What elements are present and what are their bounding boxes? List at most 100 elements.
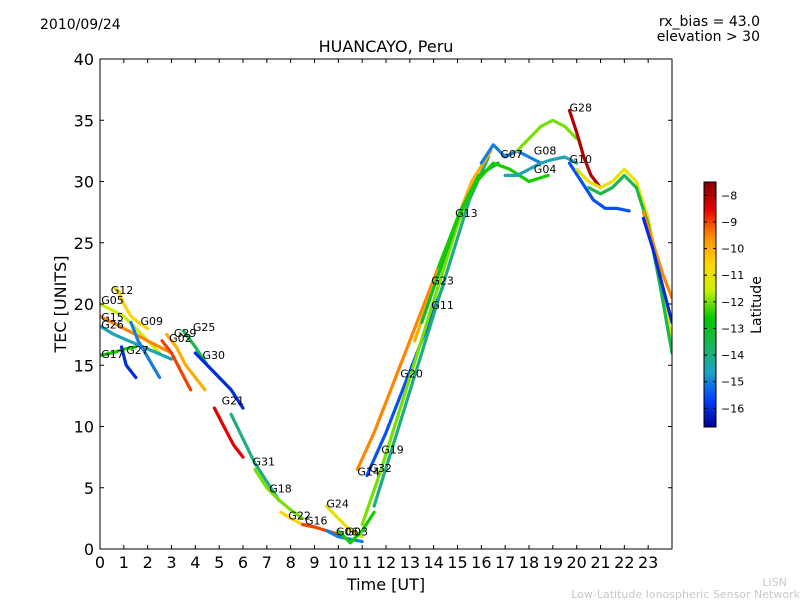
x-tick-label: 4: [190, 553, 200, 572]
x-tick-label: 9: [309, 553, 319, 572]
series-label-g09: G09: [141, 315, 164, 328]
x-tick-label: 0: [95, 553, 105, 572]
series-line-g13: [436, 161, 550, 269]
x-tick-label: 2: [143, 553, 153, 572]
series-line-g03: [336, 510, 376, 545]
colorbar-gradient: [703, 181, 717, 428]
series-label-g03: G03: [346, 526, 369, 539]
y-tick-label: 15: [74, 356, 94, 375]
colorbar-label: Latitude: [749, 276, 765, 334]
x-tick-label: 14: [423, 553, 443, 572]
x-tick-label: 8: [286, 553, 296, 572]
series-line-g14: [355, 247, 448, 471]
series-label-g31: G31: [253, 456, 276, 469]
series-label-g14: G14: [357, 466, 380, 479]
series-label-g21: G21: [222, 394, 245, 407]
series-line-g17: [100, 345, 138, 357]
x-tick-label: 12: [376, 553, 396, 572]
series-line-g07: [479, 143, 543, 165]
x-tick-label: 10: [328, 553, 348, 572]
series-label-g18: G18: [269, 483, 292, 496]
series-line-g28: [567, 108, 603, 190]
x-tick-label: 7: [262, 553, 272, 572]
chart-title: HUANCAYO, Peru: [318, 37, 454, 56]
series-label-g07: G07: [500, 148, 523, 161]
series-label-g06: G06: [336, 526, 359, 539]
series-line-unlabeled-32: [586, 173, 672, 355]
series-label-g11: G11: [431, 299, 454, 312]
series-line-g30: [193, 351, 245, 410]
x-tick-label: 6: [238, 553, 248, 572]
x-tick-label: 16: [471, 553, 491, 572]
series-label-g24: G24: [326, 497, 349, 510]
series-label-g28: G28: [570, 102, 593, 115]
x-tick-label: 18: [519, 553, 539, 572]
series-label-g15: G15: [101, 311, 124, 324]
x-tick-label: 22: [614, 553, 634, 572]
x-tick-label: 13: [400, 553, 420, 572]
series-label-g16: G16: [305, 515, 328, 528]
y-tick-label: 25: [74, 234, 94, 253]
series-line-unlabeled-33: [641, 210, 672, 300]
x-tick-label: 21: [590, 553, 610, 572]
series-label-g19: G19: [381, 443, 404, 456]
x-tick-label: 5: [214, 553, 224, 572]
series-line-g31: [229, 412, 281, 502]
y-tick-label: 5: [84, 479, 94, 498]
series-line-g10: [567, 161, 631, 213]
colorbar-tick-label: −8: [721, 189, 737, 202]
series-label-g05: G05: [101, 294, 124, 307]
series-layer: [100, 108, 672, 545]
series-line-g04: [503, 155, 579, 177]
series-line-g32: [365, 284, 445, 478]
colorbar-tick-label: −13: [721, 322, 744, 335]
colorbar: −8 −9 −10 −11 −12 −13 −14 −15 −16: [703, 181, 744, 428]
colorbar-tick-label: −15: [721, 376, 744, 389]
colorbar-tick-label: −12: [721, 296, 744, 309]
series-label-g20: G20: [400, 368, 423, 381]
y-tick-label: 20: [74, 295, 94, 314]
x-tick-label: 1: [119, 553, 129, 572]
series-label-g32: G32: [369, 462, 392, 475]
x-tick-label: 19: [543, 553, 563, 572]
x-tick-label: 3: [166, 553, 176, 572]
series-line-g21: [212, 406, 245, 459]
series-label-g13: G13: [455, 207, 478, 220]
watermark-lisn: LISN: [762, 576, 787, 589]
series-label-g08: G08: [534, 145, 557, 158]
x-tick-label: 20: [566, 553, 586, 572]
series-line-g26: [100, 324, 174, 361]
x-tick-label: 15: [447, 553, 467, 572]
series-label-g26: G26: [101, 319, 124, 332]
colorbar-tick-label: −9: [721, 216, 737, 229]
plot-frame: [99, 58, 673, 550]
x-tick-label: 17: [495, 553, 515, 572]
y-tick-label: 40: [74, 50, 94, 69]
y-tick-label: 30: [74, 173, 94, 192]
series-label-g25: G25: [193, 321, 216, 334]
series-label-g12: G12: [111, 284, 134, 297]
series-label-g29: G29: [174, 327, 197, 340]
x-tick-label: 11: [352, 553, 372, 572]
series-line-g24: [324, 504, 364, 539]
series-label-g02: G02: [169, 332, 192, 345]
y-tick-label: 0: [84, 540, 94, 559]
series-label-g30: G30: [203, 349, 226, 362]
series-line-g02: [160, 339, 193, 392]
series-line-g20: [372, 155, 491, 508]
colorbar-tick-label: −14: [721, 349, 744, 362]
y-tick-label: 10: [74, 418, 94, 437]
axis-layer: 0 1 2 3 4 5 6 7 8 9 10 11 12 13 14 15 16 17 18 19 20 21 22 2305…: [74, 50, 672, 572]
series-label-g17: G17: [101, 348, 124, 361]
series-label-g23: G23: [431, 274, 454, 287]
series-line-g09: [129, 320, 162, 380]
series-line-unlabeled-34: [641, 216, 672, 324]
series-label-g27: G27: [126, 344, 149, 357]
series-label-g10: G10: [570, 153, 593, 166]
series-label-g04: G04: [534, 163, 557, 176]
series-line-g27: [119, 345, 138, 380]
elevation-label: elevation > 30: [656, 29, 760, 45]
y-tick-label: 35: [74, 111, 94, 130]
